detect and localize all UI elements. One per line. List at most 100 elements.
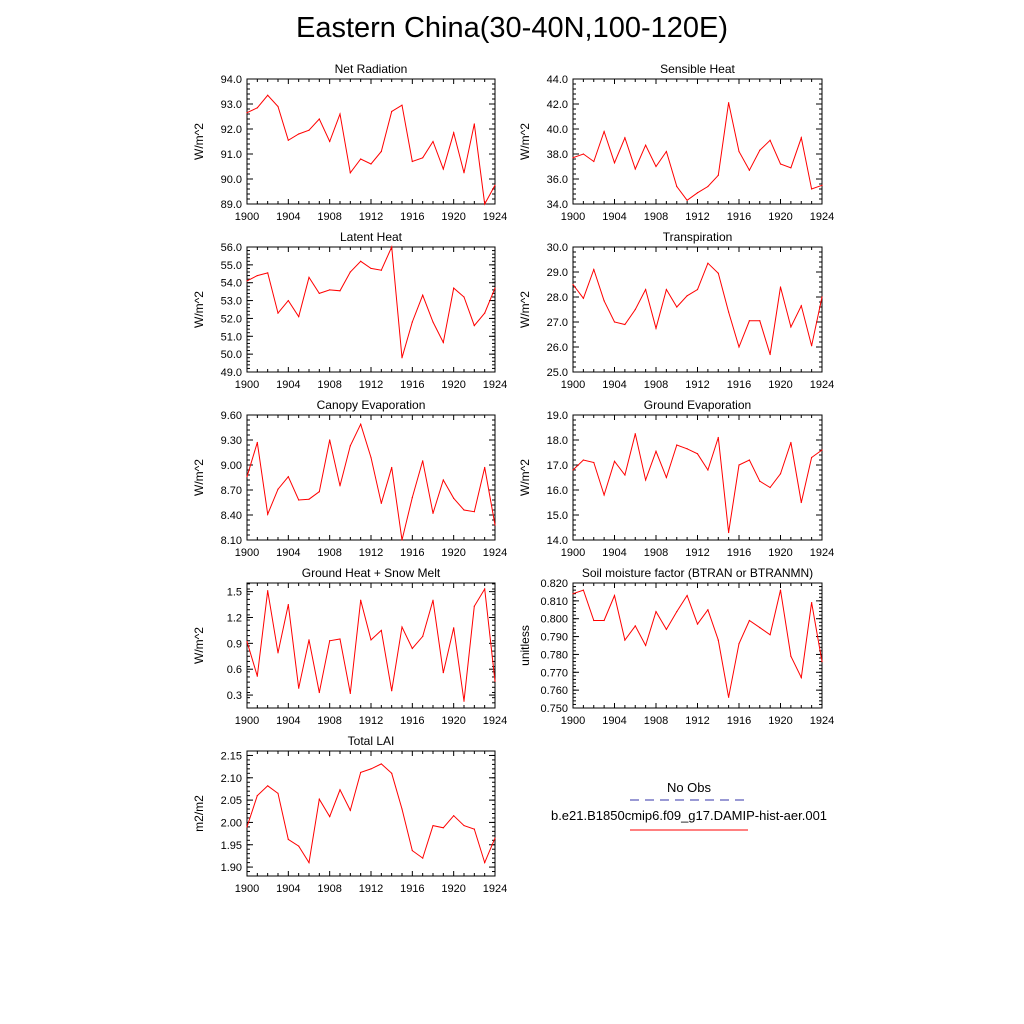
data-point bbox=[432, 140, 434, 143]
data-point bbox=[391, 772, 393, 774]
chart-panel-2: Sensible Heat W/m^2 1900 1904 1908 1912 1916 19… bbox=[518, 62, 834, 223]
x-tick-label: 1924 bbox=[810, 547, 834, 559]
panel-title: Latent Heat bbox=[340, 230, 403, 244]
data-point bbox=[463, 824, 465, 827]
data-point bbox=[442, 827, 444, 829]
data-point bbox=[339, 638, 341, 640]
data-point bbox=[676, 185, 678, 188]
data-point bbox=[277, 652, 279, 654]
data-point bbox=[391, 690, 393, 692]
data-point bbox=[360, 260, 362, 262]
data-point bbox=[411, 647, 413, 650]
data-point bbox=[717, 436, 719, 439]
y-tick-label: 2.10 bbox=[221, 773, 242, 785]
data-point bbox=[360, 158, 362, 160]
x-tick-label: 1904 bbox=[602, 379, 626, 391]
data-point bbox=[603, 619, 605, 622]
data-point bbox=[287, 476, 289, 478]
data-point bbox=[707, 469, 709, 471]
x-tick-label: 1908 bbox=[317, 379, 341, 391]
data-point bbox=[748, 320, 750, 322]
y-tick-label: 50.0 bbox=[221, 349, 242, 361]
x-tick-label: 1900 bbox=[235, 715, 259, 727]
y-tick-label: 19.0 bbox=[547, 410, 568, 422]
data-point bbox=[432, 599, 434, 601]
plot-frame bbox=[246, 246, 496, 373]
data-point bbox=[494, 524, 496, 526]
data-point bbox=[717, 272, 719, 274]
data-point bbox=[370, 163, 372, 165]
x-tick-label: 1908 bbox=[317, 715, 341, 727]
x-tick-label: 1900 bbox=[561, 211, 585, 223]
data-point bbox=[267, 272, 269, 274]
data-point bbox=[267, 590, 269, 592]
data-point bbox=[655, 450, 657, 452]
data-point bbox=[380, 629, 382, 632]
data-point bbox=[370, 456, 372, 459]
data-point bbox=[360, 423, 362, 425]
data-point bbox=[696, 623, 699, 625]
y-tick-label: 14.0 bbox=[547, 535, 568, 547]
y-tick-label: 0.780 bbox=[540, 649, 568, 661]
data-point bbox=[401, 104, 403, 106]
x-tick-label: 1920 bbox=[768, 211, 792, 223]
y-tick-label: 18.0 bbox=[547, 435, 568, 447]
data-point bbox=[728, 531, 730, 534]
data-point bbox=[800, 501, 802, 504]
panel-title: Ground Evaporation bbox=[644, 398, 751, 412]
data-point bbox=[370, 267, 372, 270]
data-point bbox=[582, 297, 584, 299]
data-point bbox=[613, 594, 616, 597]
data-point bbox=[800, 305, 802, 307]
y-axis-label: W/m^2 bbox=[192, 291, 206, 328]
data-point bbox=[246, 476, 248, 478]
x-tick-label: 1912 bbox=[359, 379, 383, 391]
data-point bbox=[463, 296, 465, 298]
x-tick-label: 1900 bbox=[235, 379, 259, 391]
y-tick-label: 0.6 bbox=[227, 664, 242, 676]
panel-title: Canopy Evaporation bbox=[317, 398, 426, 412]
x-tick-label: 1920 bbox=[768, 547, 792, 559]
data-point bbox=[370, 768, 372, 770]
data-point bbox=[484, 203, 486, 205]
data-point bbox=[484, 862, 486, 864]
data-point bbox=[277, 312, 279, 314]
data-point bbox=[665, 476, 667, 479]
data-point bbox=[811, 602, 813, 604]
data-point bbox=[494, 184, 496, 186]
x-tick-label: 1924 bbox=[483, 715, 507, 727]
data-point bbox=[572, 469, 574, 471]
data-point bbox=[759, 480, 761, 482]
data-point bbox=[634, 625, 636, 627]
data-point bbox=[298, 687, 300, 689]
x-tick-label: 1912 bbox=[685, 211, 709, 223]
data-point bbox=[473, 605, 475, 607]
y-tick-label: 42.0 bbox=[547, 99, 568, 111]
data-point bbox=[380, 150, 382, 153]
data-point bbox=[686, 199, 688, 201]
y-axis-label: W/m^2 bbox=[192, 459, 206, 496]
data-point bbox=[717, 174, 719, 176]
x-tick-label: 1912 bbox=[359, 547, 383, 559]
x-tick-label: 1916 bbox=[400, 379, 424, 391]
y-tick-label: 51.0 bbox=[221, 331, 242, 343]
data-point bbox=[821, 296, 823, 298]
chart-panel-8: Soil moisture factor (BTRAN or BTRANMN) u… bbox=[518, 566, 834, 727]
data-point bbox=[329, 289, 331, 291]
data-point bbox=[349, 809, 351, 811]
data-point bbox=[655, 327, 657, 329]
data-point bbox=[728, 102, 730, 104]
data-point bbox=[572, 593, 574, 595]
data-point bbox=[256, 675, 258, 677]
data-point bbox=[655, 165, 657, 168]
y-tick-label: 93.0 bbox=[221, 99, 242, 111]
chart-panel-3: Latent Heat W/m^2 1900 1904 1908 1912 1916 1920… bbox=[192, 230, 507, 391]
y-axis-label: unitless bbox=[518, 625, 532, 666]
y-tick-label: 1.95 bbox=[221, 840, 242, 852]
data-point bbox=[821, 184, 823, 186]
x-tick-label: 1916 bbox=[400, 211, 424, 223]
series-line bbox=[246, 245, 496, 358]
chart-panel-4: Transpiration W/m^2 1900 1904 1908 1912 1916 19… bbox=[518, 230, 834, 391]
y-tick-label: 0.820 bbox=[540, 578, 568, 590]
panel-title: Transpiration bbox=[663, 230, 733, 244]
